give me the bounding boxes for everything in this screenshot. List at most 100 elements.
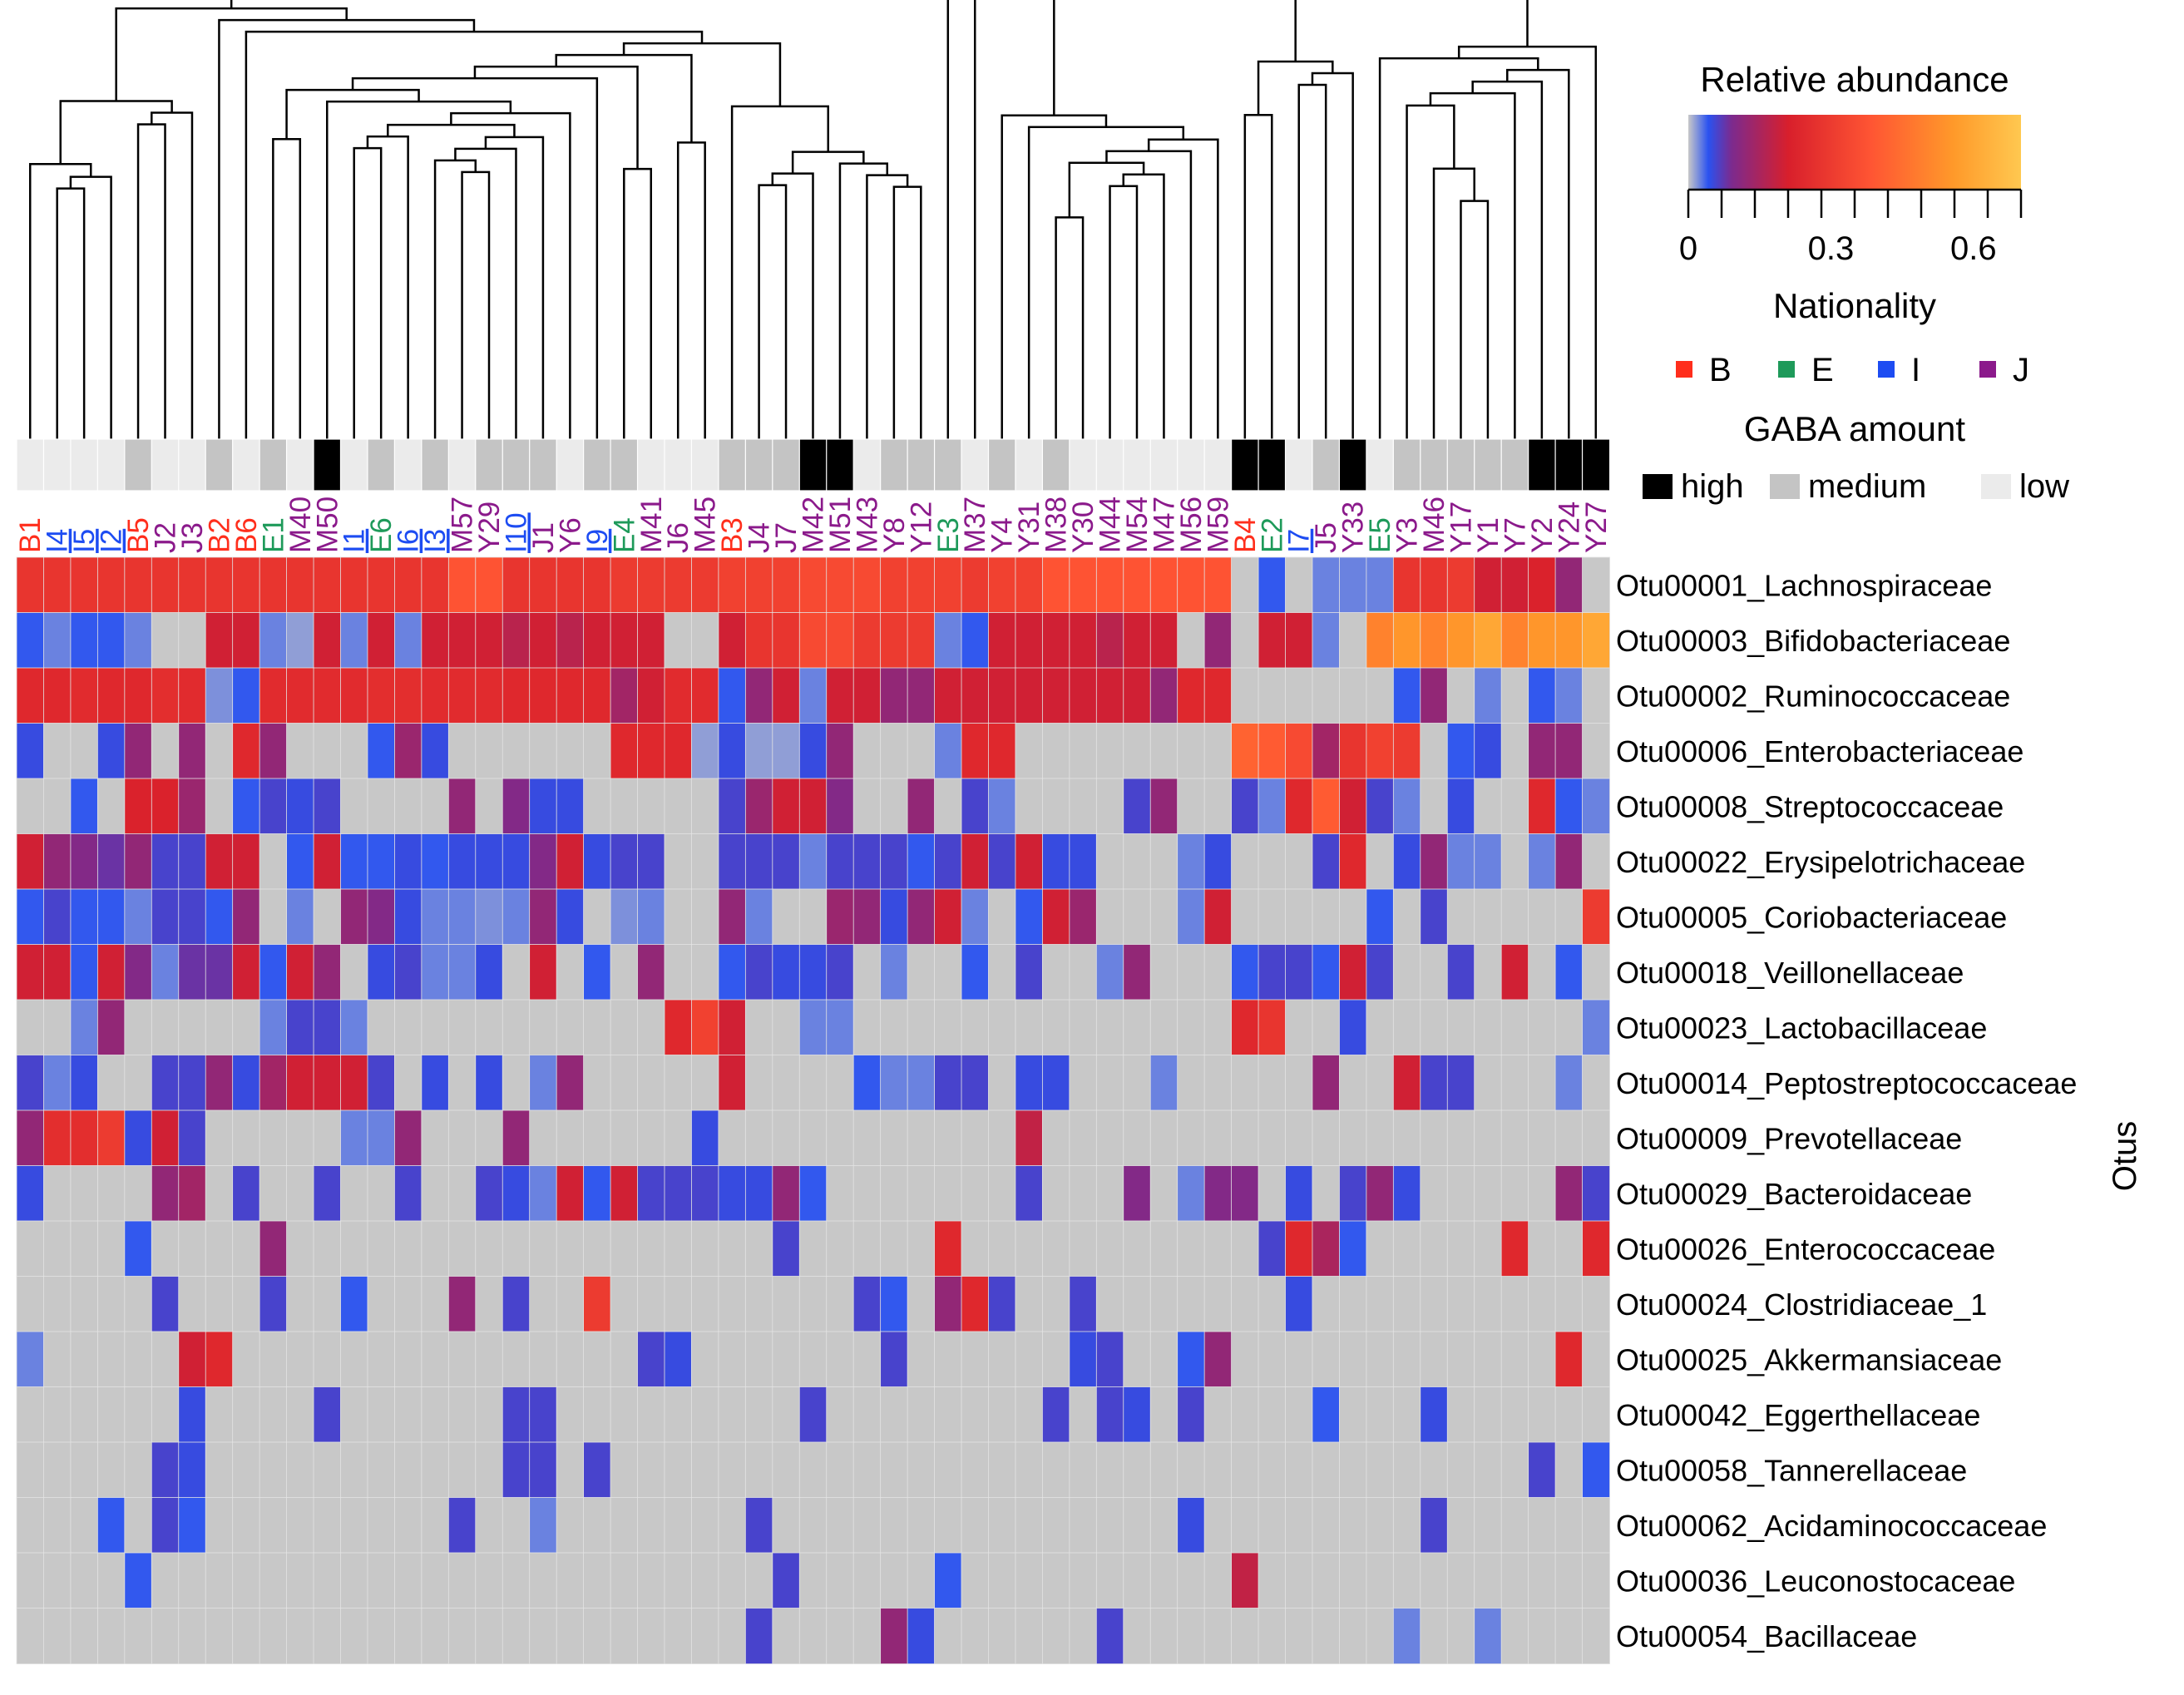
heatmap-cell	[826, 1552, 855, 1609]
heatmap-cell	[1069, 1055, 1098, 1111]
heatmap-cell	[421, 888, 450, 946]
heatmap-cell	[1149, 667, 1178, 724]
heatmap-cell	[988, 888, 1016, 946]
heatmap-cell	[961, 667, 990, 724]
heatmap-cell	[1285, 667, 1313, 724]
heatmap-cell	[529, 1608, 558, 1664]
heatmap-cell	[988, 1497, 1016, 1554]
heatmap-cell	[16, 1220, 45, 1277]
heatmap-cell	[744, 1386, 773, 1443]
heatmap-cell	[1312, 1276, 1341, 1332]
heatmap-cell	[1285, 1331, 1313, 1388]
heatmap-cell	[502, 1109, 531, 1167]
heatmap-cell	[421, 1109, 450, 1167]
heatmap-cell	[447, 667, 477, 724]
heatmap-cell	[447, 1331, 477, 1388]
heatmap-cell	[637, 1165, 665, 1222]
heatmap-cell	[1554, 1441, 1584, 1499]
heatmap-cell	[502, 833, 531, 890]
heatmap-cell	[1446, 556, 1475, 614]
heatmap-cell	[529, 1331, 558, 1388]
heatmap-cell	[1203, 1552, 1233, 1609]
gaba-swatch	[1770, 474, 1800, 499]
heatmap-cell	[907, 888, 936, 946]
heatmap-cell	[178, 778, 207, 835]
gaba-cell	[1420, 438, 1449, 492]
gaba-cell	[285, 438, 315, 492]
heatmap-cell	[1474, 1165, 1503, 1222]
heatmap-cell	[691, 723, 719, 779]
heatmap-cell	[556, 556, 585, 614]
heatmap-cell	[880, 944, 909, 1001]
heatmap-cell	[610, 1055, 639, 1111]
heatmap-cell	[16, 1552, 45, 1609]
heatmap-cell	[1258, 833, 1287, 890]
heatmap-cell	[475, 1165, 504, 1222]
gaba-cell	[124, 438, 153, 492]
heatmap-cell	[1258, 1497, 1287, 1554]
sample-label: Y7	[1499, 517, 1531, 553]
heatmap-cell	[1203, 723, 1233, 779]
heatmap-cell	[1366, 612, 1395, 669]
heatmap-cell	[583, 612, 612, 669]
heatmap-cell	[744, 1331, 773, 1388]
heatmap-cell	[447, 1055, 477, 1111]
heatmap-cell	[1258, 556, 1287, 614]
heatmap-cell	[475, 667, 504, 724]
heatmap-cell	[772, 1165, 801, 1222]
heatmap-cell	[96, 612, 126, 669]
nationality-label: B	[1709, 352, 1732, 388]
dendrogram-link	[1027, 126, 1185, 439]
heatmap-cell	[367, 1276, 396, 1332]
heatmap-cell	[1312, 1608, 1341, 1664]
heatmap-cell	[1149, 1497, 1178, 1554]
heatmap-cell	[259, 999, 288, 1056]
heatmap-cell	[340, 1386, 368, 1443]
heatmap-cell	[852, 612, 882, 669]
heatmap-cell	[583, 1109, 612, 1167]
sample-label: M44	[1094, 497, 1127, 553]
heatmap-cell	[232, 1055, 261, 1111]
sample-label: I3	[419, 529, 452, 553]
heatmap-cell	[96, 723, 126, 779]
heatmap-cell	[1339, 1386, 1367, 1443]
heatmap-cell	[232, 1608, 261, 1664]
heatmap-cell	[475, 1220, 504, 1277]
heatmap-cell	[1446, 1276, 1475, 1332]
heatmap-cell	[610, 667, 639, 724]
heatmap-cell	[718, 556, 747, 614]
heatmap-cell	[232, 833, 261, 890]
gaba-cell	[744, 438, 774, 492]
heatmap-cell	[1069, 556, 1098, 614]
dendrogram-link	[1243, 114, 1273, 439]
sample-label: E6	[365, 517, 398, 553]
heatmap-cell	[961, 612, 990, 669]
heatmap-cell	[1474, 1109, 1503, 1167]
nationality-label: J	[2013, 352, 2029, 388]
gaba-cell	[1123, 438, 1152, 492]
heatmap-cell	[1366, 1386, 1395, 1443]
heatmap-cell	[475, 944, 504, 1001]
heatmap-cell	[691, 667, 719, 724]
heatmap-cell	[1123, 1220, 1152, 1277]
heatmap-cell	[1069, 612, 1098, 669]
heatmap-cell	[447, 612, 477, 669]
gaba-level-label: high	[1681, 468, 1744, 505]
heatmap-cell	[1500, 1552, 1529, 1609]
heatmap-cell	[583, 833, 612, 890]
heatmap-cell	[1339, 999, 1367, 1056]
heatmap-cell	[1041, 1497, 1070, 1554]
heatmap-cell	[151, 1055, 180, 1111]
heatmap-cell	[178, 723, 207, 779]
heatmap-cell	[43, 1386, 72, 1443]
heatmap-cell	[394, 778, 422, 835]
heatmap-cell	[394, 1552, 422, 1609]
dendrogram-link	[1109, 185, 1139, 439]
dendrogram-link	[387, 123, 516, 137]
heatmap-cell	[798, 1109, 828, 1167]
heatmap-cell	[1015, 556, 1044, 614]
sample-label: M56	[1175, 497, 1208, 553]
sample-label: B4	[1229, 517, 1262, 553]
heatmap-cell	[1069, 778, 1098, 835]
